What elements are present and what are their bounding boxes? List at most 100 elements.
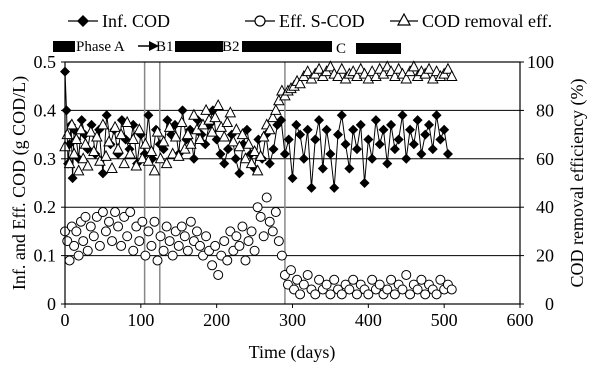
inf-cod-point [76,115,87,126]
removal-eff-point [127,132,140,144]
eff-scod-point [213,269,224,280]
inf-cod-point [291,119,302,130]
x-tick-label: 100 [127,310,154,330]
removal-eff-point [145,144,158,157]
inf-cod-point [230,153,241,164]
inf-cod-point [314,115,325,126]
y-tick-label-right: 0 [545,294,554,314]
removal-eff-point [106,161,118,173]
removal-eff-point [124,147,137,159]
inf-cod-point [219,158,230,169]
removal-eff-point [218,130,231,142]
inf-cod-point [359,178,370,188]
removal-eff-point [154,152,167,164]
eff-scod-point [314,274,325,285]
inf-cod-point [401,153,412,164]
removal-eff-point [257,130,270,142]
y-tick-label-left: 0.4 [34,100,57,120]
removal-eff-point [81,159,94,171]
eff-scod-point [71,226,82,237]
removal-eff-point [121,115,134,127]
removal-eff-point [172,149,185,161]
eff-scod-point [367,274,378,285]
removal-eff-point [251,164,264,176]
inf-cod-point [378,124,389,135]
inf-cod-point [287,173,298,184]
removal-eff-point [118,157,130,169]
inf-cod-point [408,139,419,150]
inf-cod-point [306,182,317,193]
inf-cod-point [279,148,290,159]
eff-scod-point [401,269,412,280]
eff-scod-point [325,289,336,300]
eff-scod-point [255,211,266,222]
removal-eff-point [70,132,83,144]
inf-cod-point [397,110,408,121]
inf-cod-point [420,129,431,140]
eff-scod-point [97,207,108,218]
phase-label-b2: B2 [222,39,240,55]
legend-marker-inf [77,15,89,27]
x-tick-label: 200 [203,310,230,330]
removal-eff-point [188,108,200,120]
removal-eff-point [148,164,161,176]
eff-scod-point [237,221,248,232]
y-tick-label-right: 100 [527,52,554,72]
inf-cod-point [128,119,139,130]
eff-scod-point [386,274,397,285]
eff-scod-point [261,192,272,203]
legend-label-eff: Eff. S-COD [279,11,365,31]
removal-eff-point [63,157,76,169]
removal-eff-point [163,120,176,132]
eff-scod-point [210,240,221,251]
removal-eff-point [200,103,212,115]
eff-scod-point [80,211,91,222]
inf-cod-point [363,134,374,145]
removal-eff-point [242,137,255,149]
ticks: 0 100 200 300 400 500 600 0 0.1 0.2 0.3 0.4 0.5 0 20 40… [34,52,555,330]
eff-scod-point [191,226,202,237]
eff-scod-point [149,216,160,227]
removal-eff-point [115,128,127,140]
removal-eff-point [166,147,179,159]
removal-eff-point [112,142,124,154]
removal-eff-point [87,144,100,157]
inf-cod-point [211,134,222,145]
eff-scod-point [336,289,347,300]
y-tick-label-left: 0.3 [34,149,57,169]
eff-scod-point [240,255,251,266]
removal-eff-point [84,125,97,137]
eff-scod-point [276,250,287,261]
inf-cod-point [223,144,234,155]
removal-eff-point [263,123,276,135]
phase-bars [53,41,401,54]
inf-cod-point [215,148,226,159]
removal-eff-point [212,98,225,111]
eff-scod-point [152,255,163,266]
eff-scod-point [435,274,446,285]
removal-eff-point [109,120,121,132]
eff-scod-point [122,231,133,242]
eff-scod-point [295,289,306,300]
eff-scod-point [179,231,190,242]
inf-cod-point [370,115,381,126]
removal-eff-point [160,157,173,169]
y-tick-label-right: 60 [536,149,554,169]
eff-scod-point [258,231,269,242]
eff-scod-point [231,231,242,242]
eff-scod-point [374,279,385,290]
y-axis-label-right: COD removal efficiency (%) [567,78,588,287]
y-tick-label-left: 0 [47,294,56,314]
eff-scod-point [249,245,260,256]
removal-eff-point [224,106,237,118]
eff-scod-point [125,207,136,218]
removal-eff-point [206,125,218,137]
eff-scod-point [78,236,89,247]
eff-scod-point [146,240,157,251]
eff-scod-point [113,221,124,232]
inf-cod-point [340,139,351,150]
inf-cod-point [416,148,427,159]
eff-scod-point [207,260,218,271]
removal-eff-point [332,69,344,82]
